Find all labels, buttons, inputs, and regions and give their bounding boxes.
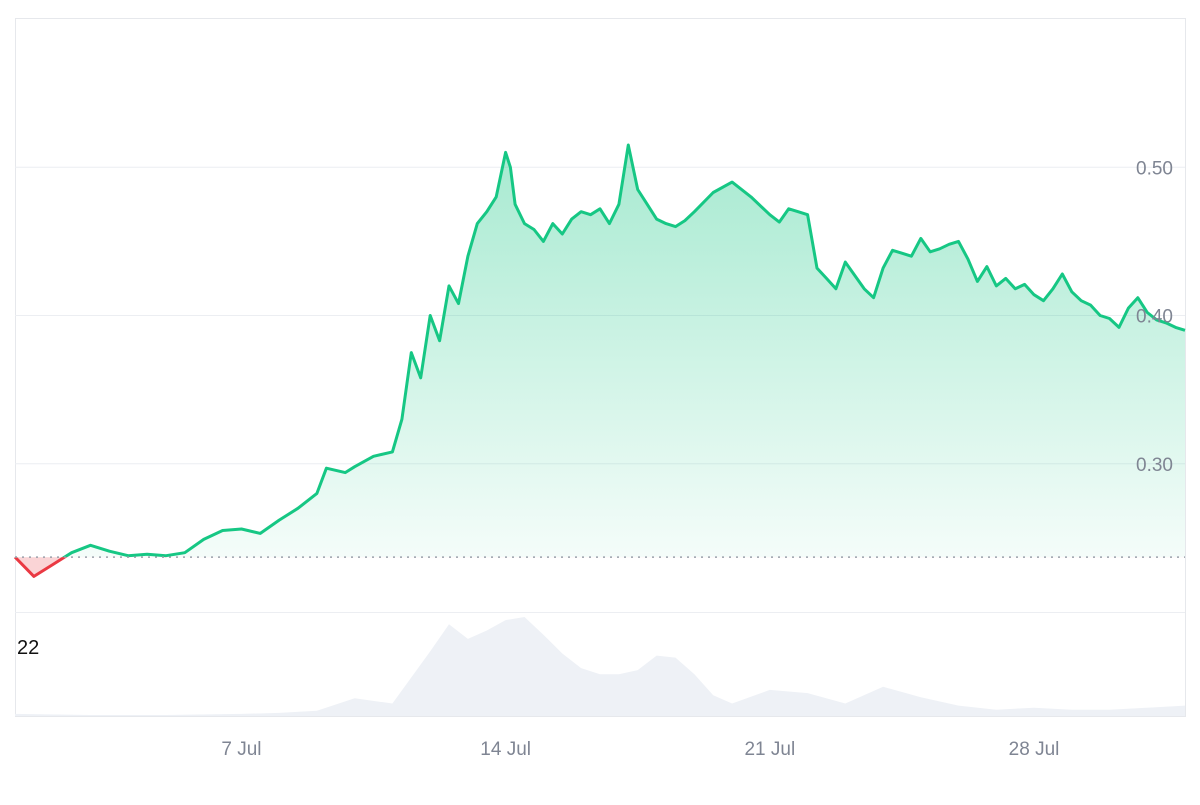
y-tick-label: 0.50: [1136, 158, 1173, 179]
x-tick-label: 28 Jul: [1009, 739, 1060, 760]
x-tick-label: 14 Jul: [480, 739, 531, 760]
plot-frame: [15, 18, 1186, 717]
y-tick-label: 0.30: [1136, 455, 1173, 476]
volume-area-path: [15, 617, 1185, 716]
volume-max-label: 22: [17, 637, 39, 659]
price-line-up: [14, 143, 1186, 558]
x-axis-labels: 7 Jul 14 Jul 21 Jul 28 Jul: [221, 739, 1059, 760]
price-area-up: [15, 145, 1185, 558]
volume-area: [15, 617, 1185, 716]
x-tick-label: 21 Jul: [744, 739, 795, 760]
y-tick-label: 0.40: [1136, 307, 1173, 328]
price-series: [13, 143, 1186, 578]
y-axis-labels: 0.30 0.40 0.50: [1136, 158, 1173, 476]
x-tick-label: 7 Jul: [221, 739, 261, 760]
